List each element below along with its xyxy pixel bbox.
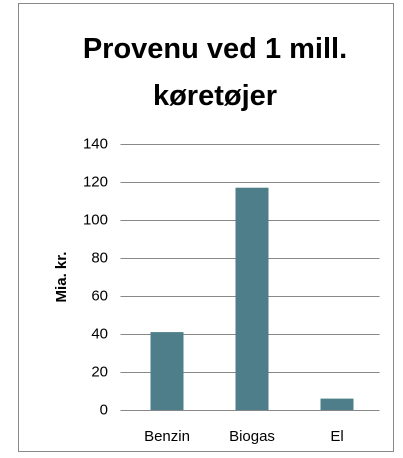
y-tick-label: 100 (83, 211, 108, 228)
x-tick-label: Benzin (144, 428, 190, 445)
chart-title: Provenu ved 1 mill. køretøjer (82, 33, 348, 112)
y-tick-label: 40 (91, 325, 108, 342)
y-tick-label: 20 (91, 363, 108, 380)
x-tick-label: El (330, 428, 343, 445)
y-axis-label: Mia. kr. (53, 252, 70, 303)
y-tick-label: 80 (91, 249, 108, 266)
x-tick-label: Biogas (229, 428, 275, 445)
y-tick-label: 140 (83, 135, 108, 152)
bar (150, 332, 184, 410)
bar (320, 398, 354, 410)
y-tick-label: 120 (83, 173, 108, 190)
y-tick-label: 0 (100, 401, 108, 418)
bar (235, 187, 269, 410)
chart-border (18, 3, 394, 452)
y-tick-label: 60 (91, 287, 108, 304)
